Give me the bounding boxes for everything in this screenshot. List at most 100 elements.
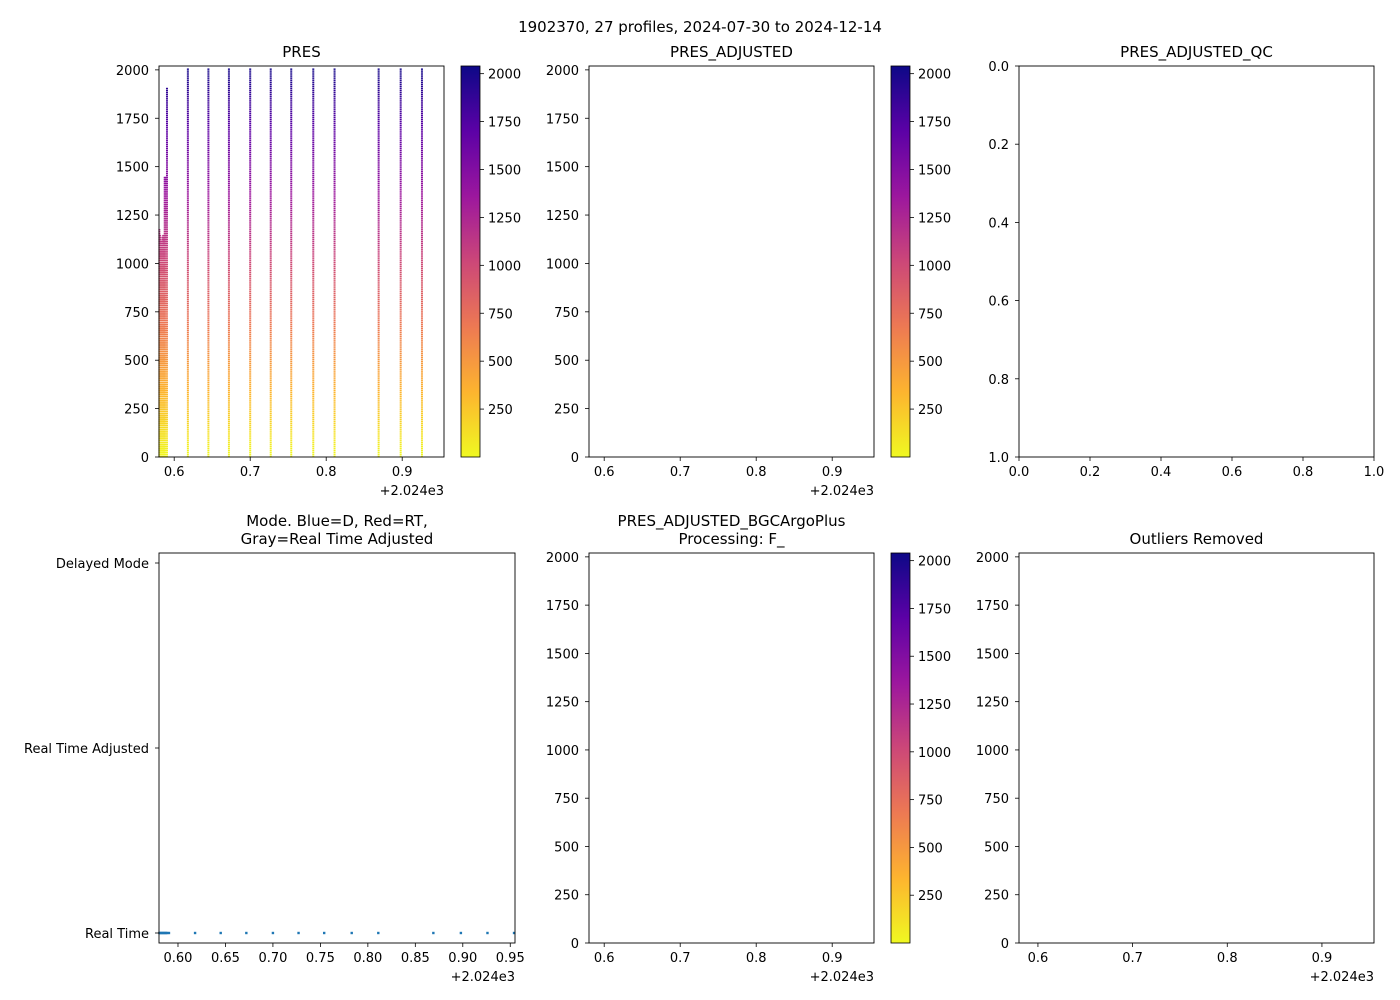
y-tick-label: 2000 [546,64,579,79]
axes-title-bgc: Processing: F_ [678,530,785,549]
y-tick-label: 1750 [546,112,579,127]
axes-title-mode: Mode. Blue=D, Red=RT, [246,512,428,530]
axes-title-pres_adjusted_qc: PRES_ADJUSTED_QC [1120,43,1273,62]
x-tick-label: 0.2 [1080,465,1101,480]
x-tick-label: 0.70 [258,951,287,966]
figure-suptitle: 1902370, 27 profiles, 2024-07-30 to 2024… [518,18,882,36]
y-tick-label: 0.8 [988,373,1009,388]
y-tick-label: 1000 [546,744,579,759]
x-tick-label: 0.9 [392,465,413,480]
x-offset-label: +2.024e3 [380,484,444,499]
y-tick-label: 1250 [116,209,149,224]
y-tick-label: 0 [1001,937,1009,952]
axes-title-mode: Gray=Real Time Adjusted [241,530,434,548]
colorbar-tick-label: 1250 [918,698,951,713]
y-tick-label: 1.0 [988,451,1009,466]
x-tick-label: 0.0 [1009,465,1030,480]
colorbar-tick-label: 250 [918,403,943,418]
colorbar-tick-label: 1500 [488,164,521,179]
x-tick-label: 0.6 [594,465,615,480]
y-tick-label: 1750 [116,112,149,127]
y-tick-label: 250 [554,889,579,904]
x-tick-label: 1.0 [1364,465,1385,480]
x-tick-label: 0.65 [211,951,240,966]
colorbar-pres_adjusted: 250 500 750 1000 1250 1500 1750 2000 [890,65,951,458]
colorbar-bgc: 250 500 750 1000 1250 1500 1750 2000 [890,552,951,944]
axes-frame-bgc [588,552,875,944]
mode-point [377,931,380,935]
chart-outliers: Outliers Removed 0.6 0.7 0.8 0.9 +2.024e3 0 250… [976,530,1375,985]
y-tick-label: 750 [984,792,1009,807]
colorbar-tick-label: 250 [918,889,943,904]
x-tick-label: 0.9 [822,465,843,480]
x-tick-label: 0.95 [496,951,525,966]
y-tick-label: 1500 [116,161,149,176]
axes-title-pres_adjusted: PRES_ADJUSTED [670,43,793,62]
mode-point [219,931,222,935]
mode-point [165,931,169,935]
x-tick-label: 0.9 [822,951,843,966]
colorbar-gradient [890,552,911,944]
y-tick-label: 1000 [546,257,579,272]
mode-point [432,931,435,935]
x-tick-label: 0.9 [1312,951,1333,966]
colorbar-tick-label: 750 [918,794,943,809]
y-tick-label: 1000 [976,744,1009,759]
mode-point [322,931,326,935]
y-tick-label: 250 [124,403,149,418]
colorbar-tick-label: 750 [918,307,943,322]
x-tick-label: 0.75 [306,951,335,966]
x-tick-label: 0.4 [1151,465,1172,480]
y-tick-label: 1750 [976,599,1009,614]
y-tick-label: 2000 [116,64,149,79]
y-tick-label: 1500 [546,647,579,662]
colorbar-tick-label: 1250 [918,211,951,226]
x-tick-label: 0.7 [240,465,261,480]
y-tick-label: 0.2 [988,138,1009,153]
x-tick-label: 0.7 [670,465,691,480]
x-tick-label: 0.8 [746,465,767,480]
colorbar-tick-label: 1500 [918,164,951,179]
axes-title-bgc: PRES_ADJUSTED_BGCArgoPlus [618,512,846,531]
mode-point [459,931,463,935]
x-tick-label: 0.7 [1122,951,1143,966]
axes-frame-outliers [1018,552,1375,944]
colorbar-tick-label: 2000 [488,68,521,83]
colorbar-tick-label: 500 [918,841,943,856]
colorbar-tick-label: 500 [918,355,943,370]
y-tick-label: 500 [984,840,1009,855]
colorbar-tick-label: 250 [488,403,513,418]
x-tick-label: 0.8 [316,465,337,480]
y-tick-label: 1250 [546,696,579,711]
mode-point [297,931,300,935]
colorbar-tick-label: 750 [488,307,513,322]
colorbar-tick-label: 1750 [488,116,521,131]
axes-frame-pres [158,65,445,458]
x-tick-label: 0.8 [1217,951,1238,966]
y-tick-label: 0.6 [988,295,1009,310]
y-tick-label: 2000 [976,551,1009,566]
y-tick-label: 0 [571,451,579,466]
x-tick-label: 0.60 [164,951,193,966]
y-tick-label: 1250 [546,209,579,224]
axes-frame-pres_adjusted_qc [1018,65,1375,458]
x-offset-label: +2.024e3 [1310,970,1374,985]
colorbar-tick-label: 2000 [918,68,951,83]
chart-pres_adjusted_qc: PRES_ADJUSTED_QC0.0 0.2 0.4 0.6 0.8 1.00.00.2… [988,43,1384,480]
y-tick-label: 1500 [546,161,579,176]
y-tick-label: 2000 [546,551,579,566]
y-tick-label: Real Time [85,927,149,942]
axes-frame-mode [158,552,516,944]
axes-title-outliers: Outliers Removed [1130,530,1264,548]
mode-point [486,931,489,935]
y-tick-label: 0.0 [988,60,1009,75]
colorbar-tick-label: 2000 [918,555,951,570]
y-tick-label: 0 [141,451,149,466]
mode-point [167,931,171,935]
y-tick-label: 750 [554,792,579,807]
x-tick-label: 0.80 [353,951,382,966]
y-tick-label: 500 [554,840,579,855]
y-tick-label: 750 [554,306,579,321]
x-tick-label: 0.8 [1293,465,1314,480]
